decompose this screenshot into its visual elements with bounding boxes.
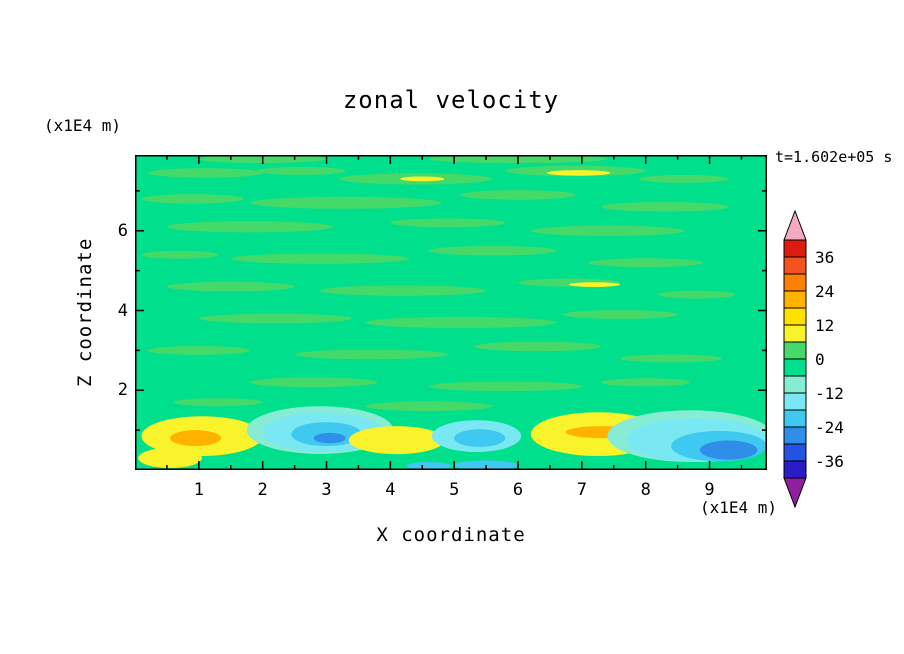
- colorbar: 36 24 12 0 -12 -24 -36: [783, 209, 844, 509]
- contour-feature: [348, 426, 445, 455]
- colorbar-segment: [783, 375, 807, 394]
- colorbar-segment: [783, 256, 807, 275]
- contour-feature: [147, 168, 263, 178]
- plot-title: zonal velocity: [342, 86, 560, 114]
- x-tick-label: 8: [640, 480, 651, 500]
- z-axis-unit: (x1E4 m): [44, 116, 122, 135]
- contour-plot: [135, 155, 767, 470]
- colorbar-label: 36: [815, 248, 834, 267]
- contour-feature: [256, 166, 346, 175]
- colorbar-segment: [783, 460, 807, 479]
- colorbar-label: 24: [815, 282, 834, 301]
- z-axis-label: Z coordinate: [74, 237, 96, 388]
- contour-feature: [639, 174, 729, 183]
- colorbar-segment: [783, 426, 807, 445]
- contour-feature: [141, 194, 244, 204]
- x-axis-label: X coordinate: [376, 524, 526, 546]
- contour-feature: [454, 429, 506, 447]
- contour-feature: [428, 381, 582, 392]
- contour-feature: [546, 170, 611, 176]
- contour-feature: [167, 281, 295, 292]
- contour-feature: [406, 462, 452, 470]
- contour-feature: [364, 401, 493, 411]
- contour-feature: [170, 430, 222, 447]
- contour-feature: [294, 349, 448, 360]
- x-tick-label: 3: [321, 480, 332, 500]
- colorbar-segment: [783, 273, 807, 292]
- colorbar-arrow-up: [783, 209, 807, 241]
- contour-feature: [249, 377, 378, 388]
- z-tick-label: 4: [117, 300, 128, 321]
- contour-field: [138, 155, 767, 470]
- x-tick-label: 4: [385, 480, 396, 500]
- contour-feature: [138, 448, 202, 468]
- colorbar-segment: [783, 239, 807, 258]
- colorbar-segment: [783, 341, 807, 360]
- contour-feature: [390, 218, 506, 228]
- colorbar-label: -12: [815, 384, 844, 403]
- contour-feature: [166, 221, 333, 233]
- x-tick-label: 6: [512, 480, 524, 500]
- contour-feature: [400, 176, 445, 182]
- contour-feature: [601, 202, 729, 212]
- contour-feature: [147, 346, 250, 355]
- x-tick-label: 9: [704, 480, 715, 500]
- x-tick-label: 7: [576, 480, 587, 500]
- contour-feature: [530, 225, 684, 236]
- colorbar-label: 12: [815, 316, 834, 335]
- contour-feature: [601, 378, 691, 387]
- x-tick-label: 1: [193, 480, 204, 500]
- colorbar-segment: [783, 307, 807, 326]
- contour-feature: [249, 196, 442, 209]
- colorbar-segment: [783, 324, 807, 343]
- contour-feature: [230, 253, 410, 264]
- colorbar-label: -36: [815, 452, 844, 471]
- colorbar-segment: [783, 358, 807, 377]
- contour-feature: [588, 258, 704, 268]
- contour-feature: [141, 250, 218, 259]
- colorbar-segment: [783, 443, 807, 462]
- contour-feature: [473, 341, 601, 352]
- z-tick-label: 2: [117, 380, 128, 401]
- contour-feature: [173, 398, 263, 407]
- colorbar-segment: [783, 409, 807, 428]
- colorbar-arrow-down: [783, 477, 807, 509]
- colorbar-segment: [783, 392, 807, 411]
- colorbar-label: 0: [815, 350, 825, 369]
- x-axis-unit: (x1E4 m): [699, 498, 777, 517]
- contour-feature: [658, 290, 736, 299]
- x-tick-label: 5: [449, 480, 460, 500]
- colorbar-segment: [783, 290, 807, 309]
- contour-feature: [569, 282, 621, 287]
- contour-feature: [700, 440, 758, 460]
- contour-feature: [428, 245, 557, 256]
- contour-feature: [320, 285, 487, 296]
- contour-feature: [460, 190, 576, 200]
- z-tick-label: 6: [117, 220, 128, 241]
- contour-feature: [620, 354, 723, 363]
- contour-feature: [562, 310, 678, 319]
- x-tick-label: 2: [257, 480, 268, 500]
- time-annotation: t=1.602e+05 s: [775, 148, 893, 166]
- contour-feature: [364, 316, 557, 329]
- colorbar-label: -24: [815, 418, 844, 437]
- plot-frame: [135, 155, 767, 470]
- contour-feature: [313, 432, 346, 444]
- contour-feature: [198, 313, 352, 324]
